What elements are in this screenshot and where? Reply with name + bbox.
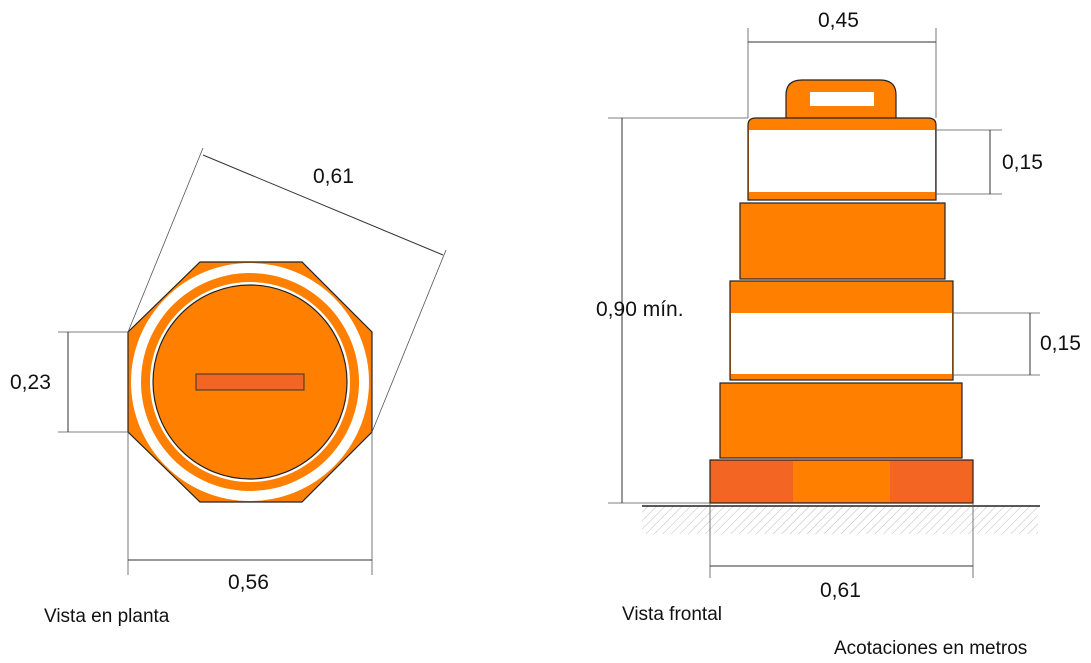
front-caption: Vista frontal xyxy=(622,604,722,625)
front-height-label: 0,90 mín. xyxy=(596,298,684,321)
plan-caption: Vista en planta xyxy=(44,606,170,627)
front-band-top-label: 0,15 xyxy=(1002,151,1043,174)
barrel-section-4 xyxy=(719,382,963,459)
front-view: 0,45 0,15 0,15 0,90 mín. 0,61 Vista fron… xyxy=(596,9,1081,625)
middle-white-band xyxy=(731,313,952,374)
front-band-bottom-label: 0,15 xyxy=(1040,332,1081,355)
plan-width-label: 0,56 xyxy=(228,571,269,594)
base-center xyxy=(793,461,890,502)
front-top-label: 0,45 xyxy=(818,9,859,32)
units-note: Acotaciones en metros xyxy=(834,638,1027,659)
diag-ext-line-1 xyxy=(127,147,204,333)
plan-diag-label: 0,61 xyxy=(313,165,354,188)
diag-dim-line xyxy=(202,154,444,256)
ground-hatch xyxy=(642,506,1038,534)
top-white-band xyxy=(749,130,935,192)
front-base-label: 0,61 xyxy=(820,579,861,602)
diag-ext-line-2 xyxy=(371,249,447,433)
lid-slot xyxy=(195,373,305,391)
plan-view: 0,61 0,23 0,56 Vista en planta xyxy=(10,147,447,627)
barrel-section-2 xyxy=(739,202,946,280)
plan-side-label: 0,23 xyxy=(10,371,51,394)
handle-slot xyxy=(810,92,874,106)
